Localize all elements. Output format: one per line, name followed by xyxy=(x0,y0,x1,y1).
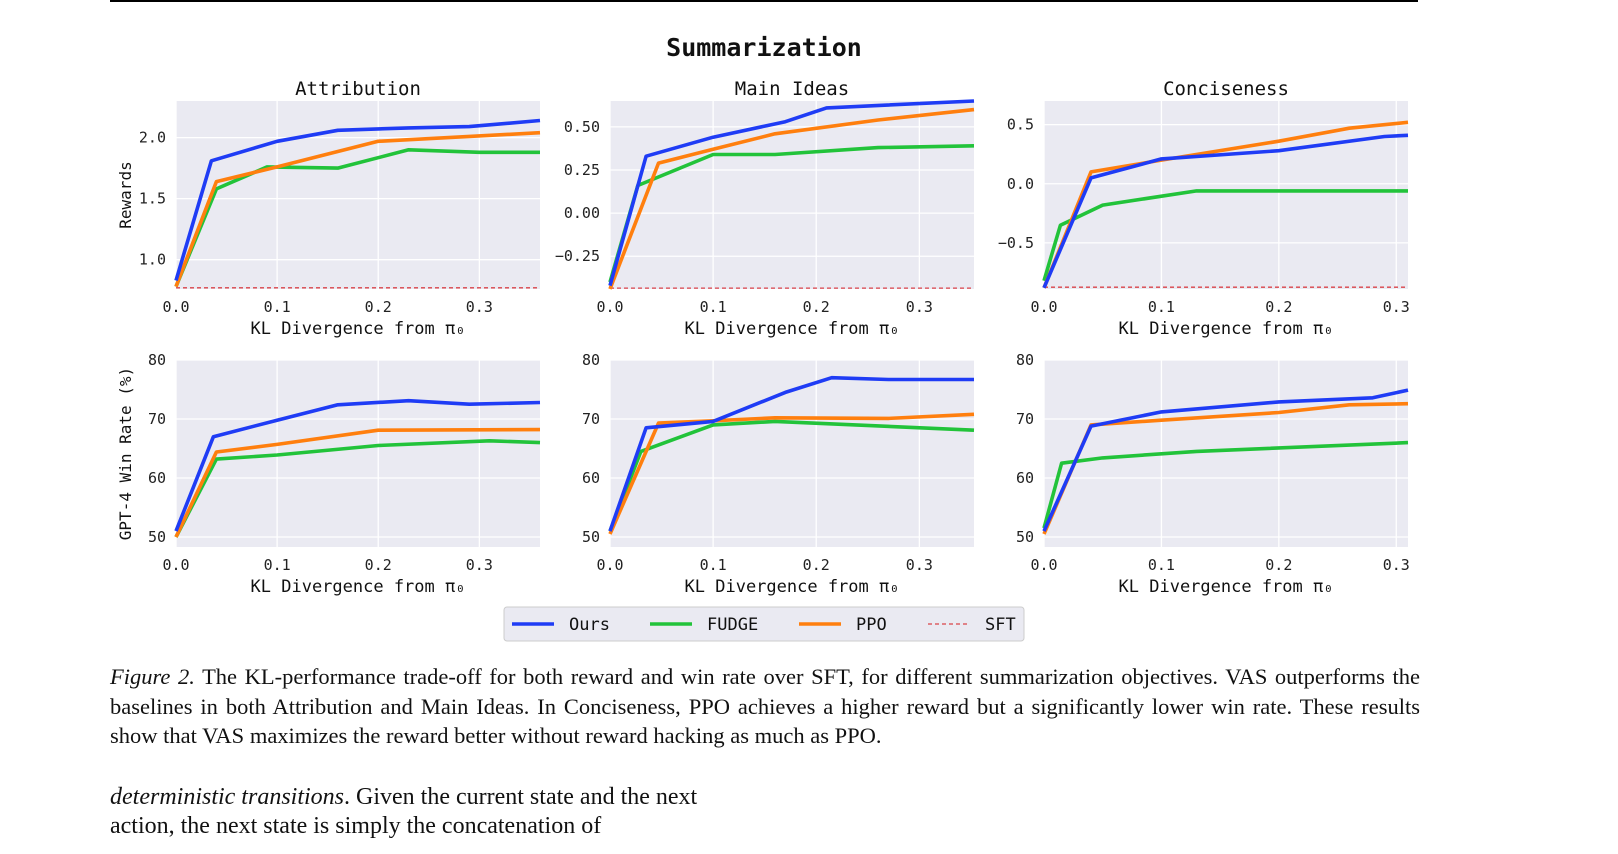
y-tick-label: 2.0 xyxy=(139,129,166,147)
x-tick-label: 0.2 xyxy=(1265,556,1292,574)
x-axis-label: KL Divergence from π₀ xyxy=(1119,577,1334,597)
panel-4: 0.0 0.1 0.2 0.3 50 60 70 80 KL Divergence from π… xyxy=(116,351,541,597)
panel-3: 0.0 0.1 0.2 0.3 −0.5 0.0 0.5 Conciseness KL Dive… xyxy=(998,78,1410,339)
series-line-ours xyxy=(608,99,975,287)
y-axis-label: GPT-4 Win Rate (%) xyxy=(116,367,135,540)
plot-area xyxy=(1044,101,1408,289)
x-tick-label: 0.3 xyxy=(466,556,493,574)
x-tick-label: 0.1 xyxy=(1148,556,1175,574)
y-tick-label: 50 xyxy=(582,528,600,546)
figure-suptitle: Summarization xyxy=(666,33,862,62)
top-rule xyxy=(110,0,1418,2)
plot-area xyxy=(176,360,540,547)
x-tick-label: 0.2 xyxy=(803,556,830,574)
y-tick-label: 80 xyxy=(148,351,166,369)
x-axis-label: KL Divergence from π₀ xyxy=(1119,319,1334,339)
y-tick-label: 50 xyxy=(148,528,166,546)
x-tick-label: 0.0 xyxy=(1030,298,1057,316)
panel-title: Conciseness xyxy=(1163,78,1289,100)
x-tick-label: 0.0 xyxy=(162,298,189,316)
legend-box xyxy=(503,606,1025,642)
series-line-ppo xyxy=(174,427,541,538)
x-tick-label: 0.1 xyxy=(1148,298,1175,316)
body-text: . Given the current state and the next a… xyxy=(110,784,698,839)
series-line-fudge xyxy=(174,438,541,538)
legend-label: Ours xyxy=(569,615,610,635)
y-tick-label: 60 xyxy=(1016,469,1034,487)
series-line-ours xyxy=(1042,388,1409,532)
y-tick-label: 0.5 xyxy=(1007,116,1034,134)
series-line-ours xyxy=(174,118,541,282)
x-tick-label: 0.1 xyxy=(264,556,291,574)
plot-area xyxy=(1044,360,1408,547)
series-line-ppo xyxy=(174,130,541,288)
x-axis-label: KL Divergence from π₀ xyxy=(251,577,466,597)
x-tick-label: 0.3 xyxy=(906,556,933,574)
x-axis-label: KL Divergence from π₀ xyxy=(685,319,900,339)
x-tick-label: 0.3 xyxy=(466,298,493,316)
x-tick-label: 0.2 xyxy=(1265,298,1292,316)
y-tick-label: 60 xyxy=(582,469,600,487)
x-tick-label: 0.0 xyxy=(1030,556,1057,574)
y-tick-label: 0.50 xyxy=(564,118,600,136)
x-tick-label: 0.1 xyxy=(700,556,727,574)
y-tick-label: 80 xyxy=(582,351,600,369)
body-paragraph: deterministic transitions. Given the cur… xyxy=(110,783,750,841)
series-line-ours xyxy=(1042,133,1409,289)
series-line-ppo xyxy=(1042,120,1409,289)
series-line-fudge xyxy=(608,419,975,532)
x-tick-label: 0.1 xyxy=(264,298,291,316)
body-italic: deterministic transitions xyxy=(110,784,344,810)
panel-6: 0.0 0.1 0.2 0.3 50 60 70 80 KL Divergence from π… xyxy=(1016,351,1410,597)
x-axis-label: KL Divergence from π₀ xyxy=(251,319,466,339)
y-tick-label: 70 xyxy=(582,410,600,428)
y-tick-label: 80 xyxy=(1016,351,1034,369)
legend-label: SFT xyxy=(985,615,1016,635)
series-line-fudge xyxy=(1042,440,1409,529)
panel-5: 0.0 0.1 0.2 0.3 50 60 70 80 KL Divergence from π… xyxy=(582,351,975,597)
x-tick-label: 0.1 xyxy=(700,298,727,316)
y-tick-label: 60 xyxy=(148,469,166,487)
y-tick-label: −0.25 xyxy=(555,247,600,265)
x-tick-label: 0.2 xyxy=(365,298,392,316)
y-tick-label: 1.5 xyxy=(139,190,166,208)
y-tick-label: 1.0 xyxy=(139,251,166,269)
series-line-ours xyxy=(174,398,541,532)
series-line-ours xyxy=(608,375,974,532)
y-tick-label: 70 xyxy=(148,410,166,428)
y-tick-label: 0.0 xyxy=(1007,175,1034,193)
x-tick-label: 0.0 xyxy=(162,556,189,574)
x-axis-label: KL Divergence from π₀ xyxy=(685,577,900,597)
x-tick-label: 0.3 xyxy=(1383,298,1410,316)
series-line-fudge xyxy=(1042,189,1408,282)
series-line-fudge xyxy=(174,148,540,288)
y-tick-label: 50 xyxy=(1016,528,1034,546)
caption-label: Figure 2. xyxy=(110,664,195,689)
panel-title: Attribution xyxy=(295,78,421,100)
x-tick-label: 0.0 xyxy=(596,556,623,574)
legend-label: FUDGE xyxy=(707,615,758,635)
y-tick-label: 0.25 xyxy=(564,161,600,179)
x-tick-label: 0.3 xyxy=(906,298,933,316)
series-line-ppo xyxy=(608,412,975,535)
y-tick-label: 0.00 xyxy=(564,204,600,222)
legend: Ours FUDGE PPO SFT xyxy=(503,606,1025,642)
x-tick-label: 0.0 xyxy=(596,298,623,316)
legend-label: PPO xyxy=(856,615,887,635)
panel-1: 0.0 0.1 0.2 0.3 1.0 1.5 2.0 Attribution KL Diver… xyxy=(116,78,541,339)
y-tick-label: 70 xyxy=(1016,410,1034,428)
x-tick-label: 0.2 xyxy=(803,298,830,316)
panel-2: 0.0 0.1 0.2 0.3 −0.25 0.00 0.25 0.50 Main Ideas K… xyxy=(555,78,975,339)
caption-text: The KL-performance trade-off for both re… xyxy=(110,664,1420,748)
series-line-ppo xyxy=(608,107,975,290)
x-tick-label: 0.3 xyxy=(1383,556,1410,574)
panel-title: Main Ideas xyxy=(735,78,849,100)
y-tick-label: −0.5 xyxy=(998,234,1034,252)
figure-caption: Figure 2. The KL-performance trade-off f… xyxy=(110,662,1420,751)
y-axis-label: Rewards xyxy=(116,161,135,228)
x-tick-label: 0.2 xyxy=(365,556,392,574)
figure-summarization: Summarization 0.0 0.1 0.2 0.3 1.0 1.5 2.0 Attri… xyxy=(116,33,1410,642)
